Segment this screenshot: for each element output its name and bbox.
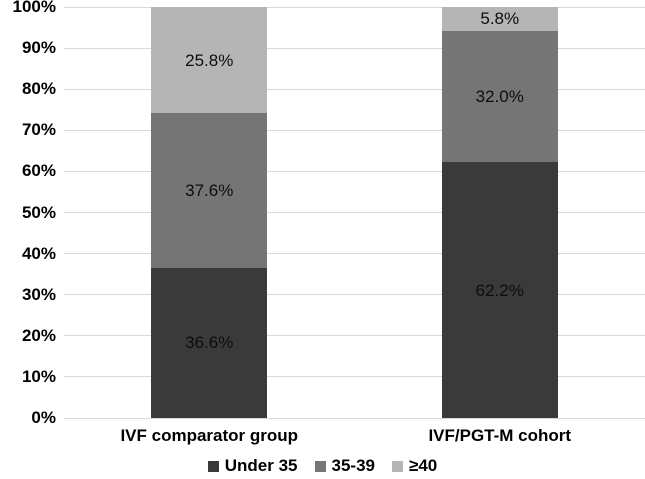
y-axis-tick-label: 10%	[21, 366, 56, 386]
bar-value-label: 37.6%	[185, 180, 234, 200]
gridline	[64, 417, 645, 419]
bar-value-label: 36.6%	[185, 333, 234, 353]
y-axis-tick-label: 30%	[21, 284, 56, 304]
bar-segment: 62.2%	[441, 162, 558, 418]
bar-value-label: 32.0%	[475, 87, 524, 107]
legend-item: ≥40	[391, 456, 438, 476]
legend-item-label: 35-39	[331, 456, 375, 475]
y-axis-tick-label: 40%	[21, 243, 56, 263]
gridline	[64, 212, 645, 213]
y-axis-tick-label: 60%	[21, 161, 56, 181]
gridline	[64, 88, 645, 90]
category-label: IVF/PGT-M cohort	[428, 426, 572, 445]
legend-item: Under 35	[207, 456, 298, 476]
legend-item-label: Under 35	[224, 456, 298, 475]
bar-segment: 36.6%	[151, 267, 268, 418]
gridline	[64, 47, 645, 49]
y-axis-tick-label: 90%	[21, 38, 56, 58]
y-axis-tick-label: 70%	[21, 120, 56, 140]
bar-value-label: 62.2%	[475, 280, 524, 300]
legend-item-label: ≥40	[408, 456, 438, 475]
bar-segment: 32.0%	[441, 30, 558, 163]
y-axis-tick-label: 50%	[21, 202, 56, 222]
y-axis-tick-label: 100%	[12, 0, 56, 16]
y-axis-tick-label: 0%	[31, 408, 56, 427]
gridline	[64, 129, 645, 131]
legend-swatch-icon	[207, 460, 219, 472]
y-axis-tick-label: 80%	[21, 79, 56, 99]
category-label: IVF comparator group	[120, 426, 299, 445]
legend-item: 35-39	[314, 456, 375, 476]
gridline	[64, 6, 645, 8]
y-axis-tick-label: 20%	[21, 325, 56, 345]
bar-segment: 25.8%	[151, 7, 268, 114]
gridline	[64, 170, 645, 172]
legend: Under 35 35-39 ≥40	[0, 455, 645, 477]
legend-swatch-icon	[391, 460, 403, 472]
legend-swatch-icon	[314, 460, 326, 472]
gridline	[64, 294, 645, 296]
bar-value-label: 5.8%	[480, 9, 520, 29]
bar-value-label: 25.8%	[185, 50, 234, 70]
gridline	[64, 335, 645, 337]
gridline	[64, 376, 645, 378]
bar-segment: 5.8%	[441, 7, 558, 31]
bar-segment: 37.6%	[151, 113, 268, 268]
gridline	[64, 253, 645, 255]
